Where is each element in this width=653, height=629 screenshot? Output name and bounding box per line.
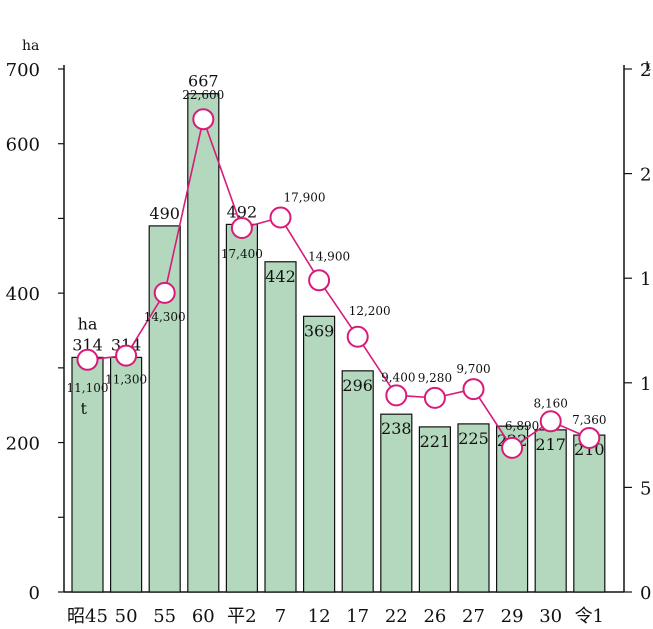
bar [71, 356, 104, 593]
bar-value-label: 667 [188, 72, 219, 91]
x-axis-tick-label: 昭45 [67, 606, 108, 627]
x-axis-tick-label: 26 [423, 606, 446, 627]
bar-value-label: 490 [149, 204, 180, 223]
bar [341, 370, 374, 593]
line-point [115, 344, 138, 367]
bar-value-label: 369 [304, 321, 335, 340]
x-axis-tick-label: 29 [501, 606, 524, 627]
bar [534, 429, 567, 593]
bar [109, 356, 143, 593]
series-unit-label-ha: ha [78, 314, 98, 333]
bar-value-label: 314 [72, 335, 103, 354]
line-value-label: 9,700 [456, 362, 490, 376]
line-point [192, 108, 215, 131]
line-value-label: 17,400 [221, 247, 263, 261]
x-axis-tick-label: 55 [153, 606, 176, 627]
right-axis-unit: t [645, 59, 651, 75]
bar [573, 434, 606, 593]
line-point [153, 281, 176, 304]
line-value-label: 12,200 [349, 304, 391, 318]
right-axis-tick-label: 5 [640, 478, 651, 499]
x-axis-tick-label: 17 [346, 606, 369, 627]
line-value-label: 14,900 [308, 249, 350, 263]
line-point [578, 427, 601, 450]
line-value-label: 9,280 [418, 371, 452, 385]
bar-value-label: 217 [535, 435, 566, 454]
right-axis-tick-label: 1 [640, 269, 651, 290]
line-value-label: 9,400 [381, 370, 415, 384]
line-point [462, 378, 485, 401]
right-axis-tick-label: 1 [640, 374, 651, 395]
bar [225, 223, 258, 593]
line-point [269, 206, 292, 229]
bar [264, 261, 297, 593]
line-point [501, 436, 524, 459]
left-axis-tick-label: 700 [6, 60, 40, 81]
left-axis-unit: ha [22, 38, 39, 54]
line-point [346, 325, 369, 348]
line-value-label: 8,160 [534, 396, 568, 410]
line-series [87, 116, 590, 449]
right-axis-tick-label: 0 [640, 583, 651, 604]
line-point [308, 269, 331, 292]
bar-value-label: 296 [342, 376, 373, 395]
bar [187, 93, 220, 593]
bar [303, 315, 336, 593]
x-axis-tick-label: 22 [385, 606, 408, 627]
left-axis-tick-label: 0 [29, 583, 40, 604]
bar-value-label: 221 [420, 432, 451, 451]
line-value-label: 7,360 [572, 413, 606, 427]
line-value-label: 14,300 [144, 310, 186, 324]
bar [380, 413, 413, 593]
bar-value-label: 442 [265, 267, 296, 286]
line-value-label: 6,890 [505, 419, 539, 433]
line-value-label: 11,100 [67, 381, 109, 395]
x-axis-tick-label: 令1 [575, 606, 604, 627]
bar-value-label: 238 [381, 419, 412, 438]
x-axis-tick-label: 60 [192, 606, 215, 627]
left-axis-tick-label: 200 [6, 434, 40, 455]
left-axis-tick-label: 600 [6, 135, 40, 156]
bar [418, 426, 451, 593]
x-axis-tick-label: 50 [115, 606, 138, 627]
line-value-label: 11,300 [105, 373, 147, 387]
x-axis-tick-label: 7 [275, 606, 286, 627]
bar [148, 225, 181, 593]
bar [457, 423, 490, 593]
x-axis-tick-label: 平2 [227, 606, 256, 627]
line-point [76, 348, 99, 371]
x-axis-tick-label: 27 [462, 606, 485, 627]
line-point [423, 386, 446, 409]
x-axis-tick-label: 12 [308, 606, 331, 627]
line-point [385, 384, 408, 407]
line-value-label: 17,900 [284, 191, 326, 205]
right-axis-tick-label: 2 [640, 165, 651, 186]
bar-value-label: 225 [458, 429, 489, 448]
line-value-label: 22,600 [182, 88, 224, 102]
line-point [230, 216, 253, 239]
series-unit-label-t: t [81, 399, 88, 418]
right-axis-tick-label: 2 [640, 60, 651, 81]
x-axis-tick-label: 30 [539, 606, 562, 627]
line-point [539, 410, 562, 433]
left-axis-tick-label: 400 [6, 284, 40, 305]
